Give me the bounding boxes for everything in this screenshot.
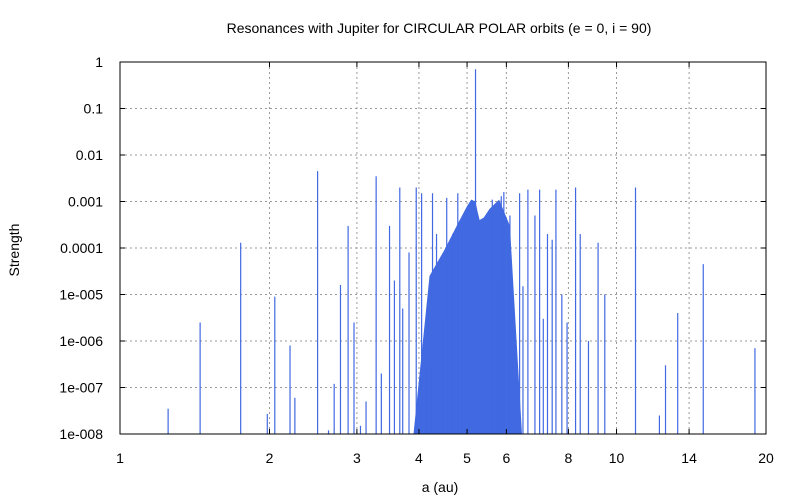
x-tick-label: 14 — [681, 450, 697, 466]
x-axis-label: a (au) — [422, 479, 459, 495]
y-tick-label: 1e-005 — [59, 287, 103, 303]
axis-ticks: 1 2 3 4 5 6 8 10 14 20 1 0.1 0.01 0.001 0.0001 1e-005 1e… — [59, 54, 774, 466]
x-tick-label: 5 — [463, 450, 471, 466]
y-tick-label: 1e-008 — [59, 426, 103, 442]
y-tick-label: 1e-007 — [59, 380, 103, 396]
x-tick-label: 1 — [116, 450, 124, 466]
dense-resonance-cluster — [413, 199, 522, 434]
x-tick-label: 10 — [609, 450, 625, 466]
y-tick-label: 0.1 — [84, 101, 104, 117]
y-tick-label: 1 — [95, 54, 103, 70]
chart-title: Resonances with Jupiter for CIRCULAR POL… — [227, 20, 652, 36]
y-tick-label: 0.0001 — [60, 240, 103, 256]
x-tick-label: 4 — [415, 450, 423, 466]
data-marks — [167, 69, 756, 434]
x-tick-label: 2 — [266, 450, 274, 466]
y-axis-label: Strength — [6, 224, 22, 277]
y-tick-label: 0.01 — [76, 147, 103, 163]
y-tick-label: 0.001 — [68, 194, 103, 210]
x-tick-label: 8 — [565, 450, 573, 466]
x-tick-label: 3 — [353, 450, 361, 466]
x-tick-label: 20 — [758, 450, 774, 466]
y-tick-label: 1e-006 — [59, 333, 103, 349]
x-tick-label: 6 — [502, 450, 510, 466]
